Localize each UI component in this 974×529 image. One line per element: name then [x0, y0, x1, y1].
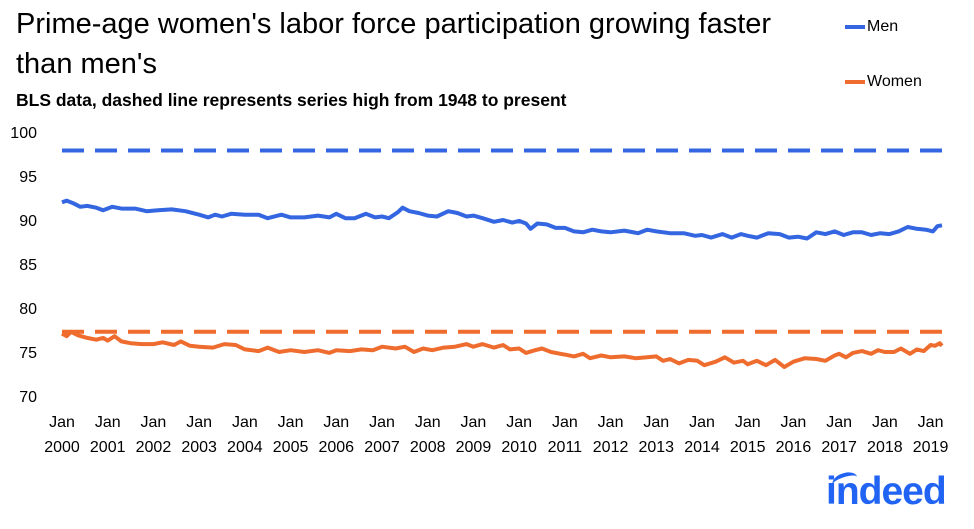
x-tick-label-top-2011: Jan: [552, 414, 578, 431]
y-tick-label-95: 95: [19, 169, 37, 186]
logo-text: indeed: [826, 470, 947, 513]
x-tick-label-bottom-2010: 2010: [501, 439, 537, 456]
x-tick-label-top-2002: Jan: [141, 414, 167, 431]
x-tick-label-top-2001: Jan: [95, 414, 121, 431]
indeed-logo: indeed: [826, 469, 947, 514]
y-tick-label-90: 90: [19, 213, 37, 230]
x-tick-label-bottom-2006: 2006: [318, 439, 354, 456]
x-tick-label-bottom-2014: 2014: [684, 439, 720, 456]
x-tick-label-top-2019: Jan: [918, 414, 944, 431]
legend-item-women: Women: [845, 73, 922, 91]
x-tick-label-bottom-2012: 2012: [593, 439, 629, 456]
x-tick-label-top-2004: Jan: [232, 414, 258, 431]
x-tick-label-top-2003: Jan: [186, 414, 212, 431]
legend-item-men: Men: [845, 18, 898, 36]
x-tick-label-top-2013: Jan: [643, 414, 669, 431]
x-tick-label-bottom-2002: 2002: [136, 439, 172, 456]
x-tick-label-top-2017: Jan: [826, 414, 852, 431]
x-tick-label-bottom-2015: 2015: [730, 439, 766, 456]
chart-title: Prime-age women's labor force participat…: [16, 8, 772, 80]
x-tick-label-top-2015: Jan: [735, 414, 761, 431]
x-tick-label-top-2005: Jan: [278, 414, 304, 431]
x-tick-label-top-2016: Jan: [781, 414, 807, 431]
y-tick-label-80: 80: [19, 301, 37, 318]
y-tick-label-85: 85: [19, 257, 37, 274]
x-tick-label-top-2009: Jan: [461, 414, 487, 431]
x-tick-label-bottom-2017: 2017: [821, 439, 857, 456]
y-tick-label-100: 100: [10, 125, 37, 142]
series-line-men: [61, 198, 943, 241]
chart-subtitle: BLS data, dashed line represents series …: [16, 90, 567, 110]
x-tick-label-bottom-2007: 2007: [364, 439, 400, 456]
legend-swatch-men: [845, 25, 865, 29]
x-tick-label-top-2006: Jan: [323, 414, 349, 431]
legend-label-women: Women: [867, 73, 922, 90]
x-tick-label-bottom-2004: 2004: [227, 439, 263, 456]
y-tick-label-70: 70: [19, 389, 37, 406]
legend-swatch-women: [845, 80, 865, 84]
x-tick-label-top-2010: Jan: [506, 414, 532, 431]
x-tick-label-bottom-2011: 2011: [548, 439, 583, 456]
x-tick-label-bottom-2016: 2016: [776, 439, 812, 456]
x-tick-label-top-2014: Jan: [689, 414, 715, 431]
x-tick-label-bottom-2013: 2013: [638, 439, 674, 456]
x-tick-label-bottom-2001: 2001: [90, 439, 126, 456]
x-tick-label-top-2007: Jan: [369, 414, 395, 431]
x-tick-label-bottom-2008: 2008: [410, 439, 446, 456]
x-tick-label-bottom-2018: 2018: [867, 439, 903, 456]
legend-label-men: Men: [867, 18, 899, 35]
x-tick-label-bottom-2005: 2005: [273, 439, 309, 456]
x-tick-label-top-2018: Jan: [872, 414, 898, 431]
x-tick-label-top-2012: Jan: [598, 414, 624, 431]
x-tick-label-bottom-2003: 2003: [181, 439, 217, 456]
y-tick-label-75: 75: [19, 345, 37, 362]
x-tick-label-top-2000: Jan: [49, 414, 75, 431]
series-line-women: [60, 329, 944, 369]
x-tick-label-top-2008: Jan: [415, 414, 441, 431]
x-tick-label-bottom-2000: 2000: [44, 439, 80, 456]
x-tick-label-bottom-2009: 2009: [456, 439, 492, 456]
x-tick-label-bottom-2019: 2019: [913, 439, 949, 456]
